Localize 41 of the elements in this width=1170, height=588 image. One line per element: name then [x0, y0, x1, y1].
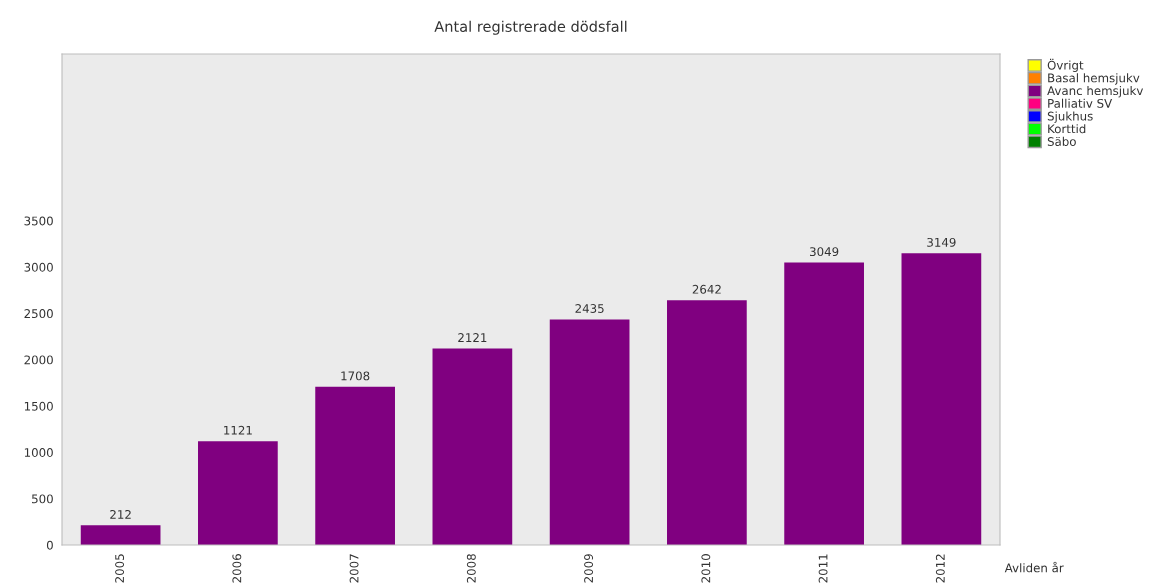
legend-label: Avanc hemsjukv: [1047, 85, 1144, 98]
legend-label: Övrigt: [1047, 58, 1084, 72]
data-label: 3149: [927, 237, 956, 247]
data-label: 3049: [810, 247, 839, 257]
x-tick-label: 2006: [232, 554, 242, 583]
x-tick-label: 2012: [935, 554, 945, 583]
bar: [315, 386, 395, 545]
bar: [549, 319, 630, 545]
legend-label: Säbo: [1047, 136, 1076, 146]
x-tick-label: 2008: [466, 554, 476, 583]
chart-title: Antal registrerade dödsfall: [434, 20, 627, 35]
x-tick-label: 2010: [701, 554, 711, 583]
bar: [432, 348, 513, 545]
bar: [784, 262, 864, 545]
data-label: 2642: [692, 284, 721, 294]
x-tick-label: 2007: [349, 554, 359, 583]
bar: [198, 441, 278, 545]
legend-label: Basal hemsjukv: [1048, 73, 1140, 85]
x-tick-label: 2005: [115, 554, 125, 583]
legend-label: Sjukhus: [1047, 111, 1093, 123]
x-axis-title: Avliden år: [1004, 561, 1064, 573]
legend-label: Korttid: [1048, 124, 1086, 134]
y-tick-label: 1500: [24, 401, 53, 411]
data-label: 2435: [575, 304, 604, 313]
y-tick-label: 2000: [24, 355, 53, 365]
y-tick-label: 3500: [24, 216, 53, 226]
data-label: 2121: [458, 333, 487, 342]
data-label: 1708: [341, 371, 370, 381]
bar: [901, 253, 982, 545]
y-tick-label: 2500: [24, 309, 53, 319]
y-tick-label: 500: [32, 494, 53, 504]
bar: [80, 525, 161, 545]
bar: [667, 300, 747, 545]
legend-label: Palliativ SV: [1048, 98, 1113, 108]
y-tick-label: 3000: [24, 262, 53, 272]
data-label: 212: [110, 509, 131, 519]
x-tick-label: 2011: [818, 554, 828, 583]
data-label: 1121: [224, 425, 252, 435]
y-tick-label: 1000: [24, 448, 53, 458]
y-tick-label: 0: [46, 540, 53, 550]
x-tick-label: 2009: [584, 554, 594, 583]
